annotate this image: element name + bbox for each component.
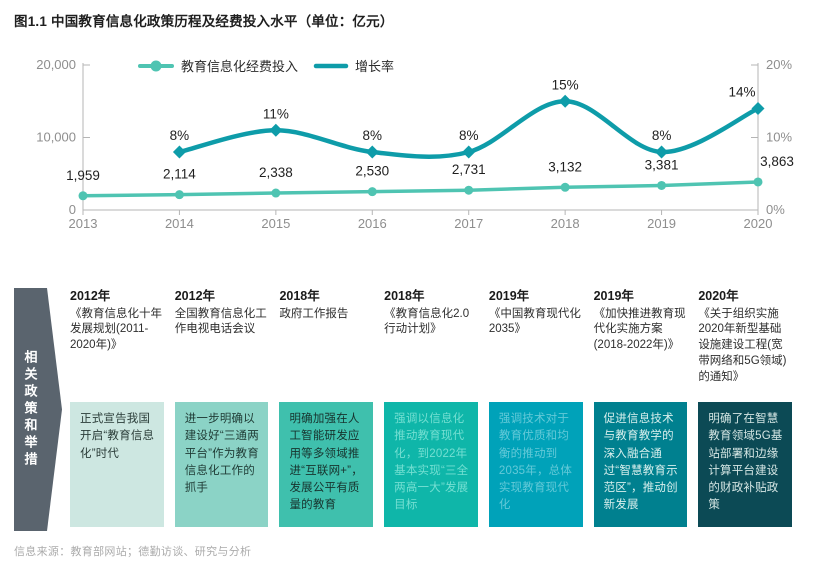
policy-timeline: 2012年 《教育信息化十年发展规划(2011-2020年)》 正式宣告我国开启“教…: [70, 288, 793, 527]
right-axis-tick-label: 10%: [766, 130, 792, 145]
timeline-year: 2020年: [698, 289, 739, 303]
timeline-policy-title: 政府工作报告: [279, 307, 349, 320]
funding-point: [753, 177, 763, 187]
timeline-policy-box: 进一步明确以建设好“三通两平台”作为教育信息化工作的抓手: [174, 402, 269, 527]
funding-line: [81, 180, 760, 198]
timeline-year: 2019年: [593, 289, 634, 303]
timeline-policy-box: 明确了在智慧教育领域5G基站部署和边缘计算平台建设的财政补贴政策: [698, 402, 793, 527]
timeline-policy-title: 《关于组织实施2020年新型基础设施建设工程(宽带网络和5G领域)的通知》: [698, 307, 787, 383]
funding-value-label: 3,863: [760, 154, 794, 169]
growth-point: [269, 123, 283, 137]
funding-point: [464, 185, 474, 195]
x-axis-year-label: 2014: [165, 216, 194, 231]
growth-point: [172, 145, 186, 159]
timeline-column: 2019年《中国教育现代化2035》强调技术对于教育优质和均衡的推动到2035年…: [488, 288, 583, 527]
timeline-column-header: 2018年《教育信息化2.0行动计划》: [384, 288, 478, 402]
timeline-year: 2019年: [488, 289, 530, 303]
timeline-year: 2012年: [174, 289, 216, 303]
timeline-column-header: 2019年《加快推进教育现代化实施方案 (2018-2022年)》: [594, 288, 688, 402]
timeline-policy-title: 《中国教育现代化2035》: [488, 307, 581, 336]
growth-percent-label: 15%: [552, 77, 579, 92]
growth-percent-label: 8%: [459, 128, 479, 143]
timeline-policy-box: 强调技术对于教育优质和均衡的推动到2035年，总体实现教育现代化: [488, 402, 583, 527]
right-axis-tick-label: 20%: [766, 57, 792, 72]
timeline-column-header: 2012年《教育信息化十年发展规划(2011-2020年)》: [70, 288, 164, 402]
growth-percent-label: 8%: [170, 128, 190, 143]
timeline-column: 2018年政府工作报告明确加强在人工智能研发应用等多领域推进“互联网+”，发展公…: [279, 288, 374, 527]
x-axis-year-label: 2017: [454, 216, 483, 231]
growth-percent-label: 14%: [728, 85, 755, 100]
right-axis-tick-label: 0%: [766, 202, 785, 217]
source-note: 信息来源：教育部网站；德勤访谈、研究与分析: [14, 546, 252, 558]
growth-point: [558, 94, 572, 108]
timeline-column: 2020年《关于组织实施2020年新型基础设施建设工程(宽带网络和5G领域)的通…: [698, 288, 793, 527]
funding-point: [560, 182, 570, 192]
figure-title: 图1.1 中国教育信息化政策历程及经费投入水平（单位：亿元）: [14, 14, 394, 29]
growth-percent-label: 8%: [363, 128, 383, 143]
x-axis-year-label: 2018: [551, 216, 580, 231]
growth-point: [462, 145, 476, 159]
growth-percent-label: 8%: [652, 128, 672, 143]
funding-value-label: 1,959: [66, 168, 100, 183]
funding-point: [174, 190, 184, 200]
growth-point: [751, 102, 765, 115]
timeline-column: 2012年全国教育信息化工作电视电话会议进一步明确以建设好“三通两平台”作为教育…: [174, 288, 269, 527]
timeline-policy-title: 《教育信息化十年发展规划(2011-2020年)》: [70, 307, 162, 352]
timeline-policy-title: 《教育信息化2.0行动计划》: [384, 307, 470, 336]
timeline-year: 2012年: [70, 289, 111, 303]
funding-value-label: 2,338: [259, 165, 293, 180]
funding-value-label: 2,731: [452, 162, 486, 177]
funding-point: [367, 187, 377, 197]
timeline-policy-title: 《加快推进教育现代化实施方案 (2018-2022年)》: [593, 307, 686, 352]
timeline-year: 2018年: [279, 289, 320, 303]
timeline-policy-box: 正式宣告我国开启“教育信息化”时代: [70, 402, 164, 527]
funding-value-label: 2,530: [355, 164, 389, 179]
timeline-column: 2019年《加快推进教育现代化实施方案 (2018-2022年)》促进信息技术与…: [593, 288, 688, 527]
timeline-policy-box: 促进信息技术与教育教学的深入融合通过“智慧教育示范区”，推动创新发展: [593, 402, 688, 527]
growth-point: [655, 145, 669, 159]
legend-funding-marker: [150, 60, 162, 72]
timeline-year: 2018年: [384, 289, 425, 303]
timeline-arrow: [14, 288, 62, 531]
funding-value-label: 3,381: [645, 157, 679, 172]
funding-value-label: 3,132: [548, 159, 582, 174]
left-axis-tick-label: 10,000: [36, 130, 76, 145]
timeline-arrow-label: 相关政策和举措: [22, 350, 38, 469]
x-axis-year-label: 2020: [744, 216, 773, 231]
x-axis-year-label: 2013: [69, 216, 98, 231]
timeline-column-header: 2019年《中国教育现代化2035》: [489, 288, 583, 402]
growth-percent-label: 11%: [263, 106, 289, 121]
x-axis-year-label: 2019: [647, 216, 676, 231]
funding-point: [657, 180, 667, 190]
timeline-column-header: 2018年政府工作报告: [279, 288, 373, 402]
funding-point: [271, 188, 281, 198]
left-axis-tick-label: 0: [69, 202, 76, 217]
funding-point: [78, 191, 88, 201]
growth-point: [365, 145, 379, 159]
funding-value-label: 2,114: [163, 167, 196, 182]
timeline-column-header: 2012年全国教育信息化工作电视电话会议: [175, 288, 269, 402]
timeline-column: 2012年《教育信息化十年发展规划(2011-2020年)》正式宣告我国开启“教…: [70, 288, 164, 527]
timeline-policy-title: 全国教育信息化工作电视电话会议: [174, 307, 267, 336]
x-axis-year-label: 2016: [358, 216, 387, 231]
timeline-policy-box: 强调以信息化推动教育现代化，到2022年基本实现“三全两高一大”发展目标: [384, 402, 478, 527]
left-axis-tick-label: 20,000: [36, 57, 76, 72]
arrow-shape: [14, 288, 62, 531]
legend-growth-label: 增长率: [355, 59, 394, 74]
legend-funding-label: 教育信息化经费投入: [181, 59, 298, 74]
policy-funding-line-chart: 20,000 10,000 0 20% 10% 0% 2013 2014 2015 2016 201…: [36, 57, 794, 231]
timeline-policy-box: 明确加强在人工智能研发应用等多领域推进“互联网+”，发展公平有质量的教育: [279, 402, 374, 527]
timeline-column: 2018年《教育信息化2.0行动计划》强调以信息化推动教育现代化，到2022年基…: [384, 288, 478, 527]
timeline-column-header: 2020年《关于组织实施2020年新型基础设施建设工程(宽带网络和5G领域)的通…: [698, 288, 792, 402]
x-axis-year-label: 2015: [261, 216, 290, 231]
